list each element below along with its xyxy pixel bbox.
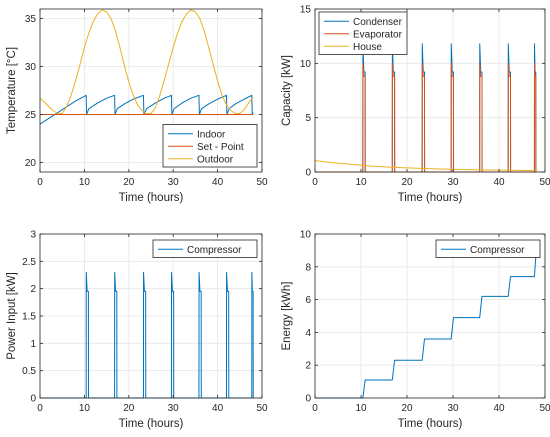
subplot-temperature: 0 10 20 30 40 50 20 25 30 35 Time (hours) Temperatu… [6, 8, 268, 204]
x-tick-label: 10 [79, 177, 91, 188]
y-tick-label: 1.5 [22, 312, 36, 323]
y-tick-label: 0 [305, 168, 311, 179]
y-axis-label: Temperature [°C] [6, 47, 18, 134]
y-tick-label: 0.5 [22, 366, 36, 377]
y-tick-label: 10 [300, 59, 312, 70]
x-tick-label: 10 [355, 177, 367, 188]
x-tick-label: 30 [447, 177, 459, 188]
x-tick-label: 10 [79, 403, 91, 414]
legend-entry: Set - Point [197, 142, 244, 153]
x-axis-label: Time (hours) [119, 418, 184, 430]
y-tick-label: 2 [30, 284, 36, 295]
x-axis-label: Time (hours) [119, 192, 184, 204]
y-tick-label: 25 [25, 110, 37, 121]
axes-box [314, 233, 546, 399]
x-tick-label: 20 [401, 403, 413, 414]
series-line-outdoor [39, 9, 254, 115]
y-tick-label: 5 [305, 113, 311, 124]
y-tick-label: 4 [305, 328, 311, 339]
y-tick-label: 2.5 [22, 257, 36, 268]
legend-entry: Evaporator [353, 29, 403, 40]
y-tick-label: 1 [30, 339, 36, 350]
x-tick-label: 30 [168, 403, 180, 414]
x-tick-label: 20 [123, 403, 135, 414]
x-tick-label: 20 [123, 177, 135, 188]
y-tick-label: 0 [30, 394, 36, 405]
x-tick-label: 40 [493, 177, 505, 188]
x-tick-label: 40 [493, 403, 505, 414]
y-axis-label: Energy [kWh] [281, 281, 293, 350]
legend-entry: Outdoor [197, 154, 234, 165]
x-tick-label: 50 [256, 177, 268, 188]
x-tick-label: 40 [212, 177, 224, 188]
series-line-compressor [315, 256, 537, 399]
y-tick-label: 3 [30, 230, 36, 241]
x-tick-label: 30 [168, 177, 180, 188]
subplot-energy: 0 10 20 30 40 50 0 2 4 6 8 10 Time (hours) Energy [kW… [281, 230, 550, 431]
x-tick-label: 50 [539, 403, 550, 414]
y-axis-label: Capacity [kW] [281, 55, 293, 126]
x-tick-label: 0 [312, 403, 318, 414]
y-tick-label: 30 [25, 62, 37, 73]
x-tick-label: 20 [401, 177, 413, 188]
y-axis-label: Power Input [kW] [6, 272, 18, 360]
legend-entry: Compressor [187, 245, 242, 256]
y-tick-label: 35 [25, 14, 37, 25]
axes-box [39, 8, 263, 173]
y-tick-label: 20 [25, 158, 37, 169]
subplot-capacity: 0 10 20 30 40 50 0 5 10 15 Time (hours) Capacity [k… [281, 5, 550, 205]
series-line-indoor [39, 94, 254, 125]
x-tick-label: 50 [256, 403, 268, 414]
legend-entry: Condenser [353, 17, 403, 28]
x-tick-label: 0 [312, 177, 318, 188]
x-tick-label: 50 [539, 177, 550, 188]
plot-area [315, 234, 545, 398]
y-tick-label: 0 [305, 394, 311, 405]
x-tick-label: 0 [37, 403, 43, 414]
axes-box [314, 8, 546, 173]
legend-entry: House [353, 42, 382, 53]
y-tick-label: 6 [305, 295, 311, 306]
subplot-power: 0 10 20 30 40 50 0 0.5 1 1.5 2 2.5 3 Time (hours) Powe… [6, 230, 268, 431]
legend: Compressor [152, 239, 258, 258]
legend: Compressor [435, 239, 541, 258]
y-tick-label: 8 [305, 262, 311, 273]
y-tick-label: 10 [300, 230, 312, 241]
legend-entry: Indoor [197, 129, 226, 140]
x-axis-label: Time (hours) [398, 192, 463, 204]
y-tick-label: 2 [305, 361, 311, 372]
x-axis-label: Time (hours) [398, 418, 463, 430]
y-tick-label: 15 [300, 5, 312, 16]
x-tick-label: 10 [355, 403, 367, 414]
x-tick-label: 30 [447, 403, 459, 414]
x-tick-label: 0 [37, 177, 43, 188]
x-tick-label: 40 [212, 403, 224, 414]
legend-entry: Compressor [470, 245, 525, 256]
